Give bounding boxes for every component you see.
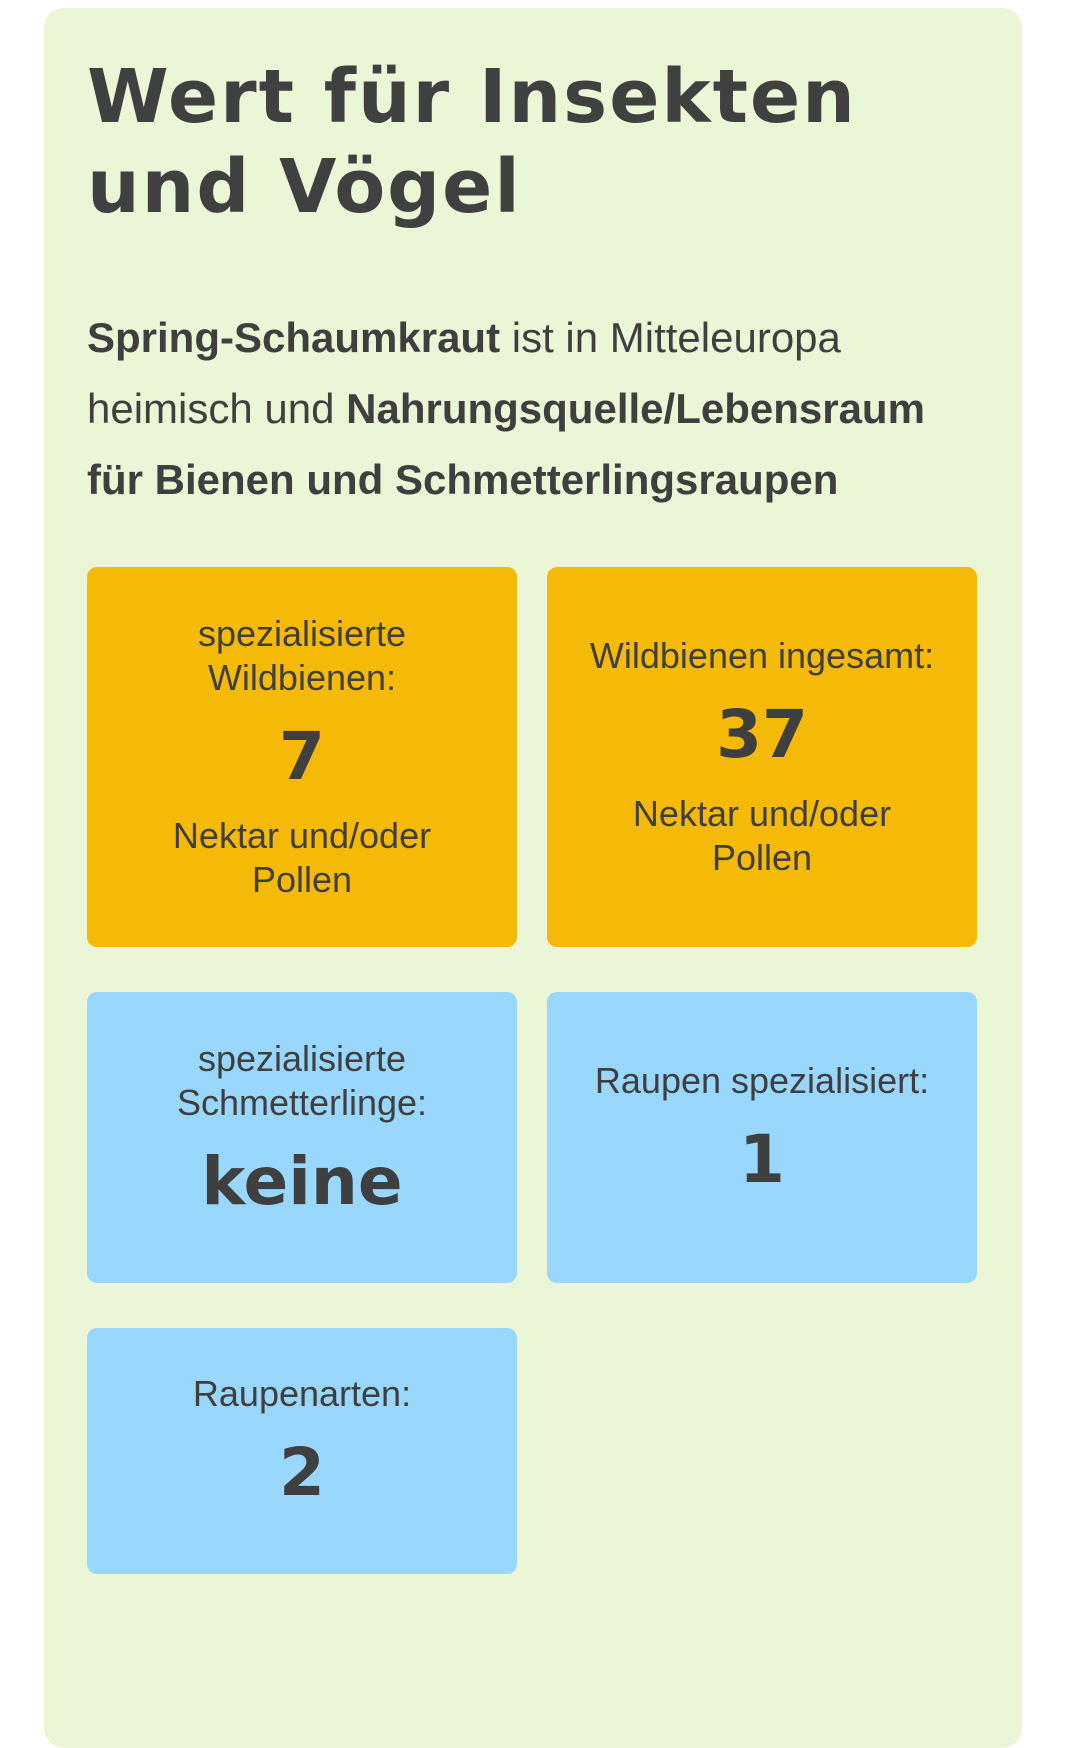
tile-label: spezialisierte Schmetterlinge:	[176, 1037, 428, 1123]
tile-note: Nektar und/oder Pollen	[172, 815, 432, 900]
intro: Spring-Schaumkraut ist in Mitteleuropa h…	[87, 302, 977, 515]
tile-label: spezialisierte Wildbienen:	[197, 613, 407, 698]
tile-value: keine	[201, 1142, 403, 1220]
stat-tile: spezialisierte Wildbienen: 7 Nektar und/od…	[87, 567, 517, 947]
intro-bold: Nahrungsquelle/Lebensraum für Bienen und…	[87, 385, 925, 503]
tile-value: 37	[716, 696, 808, 773]
tile-label: Wildbienen ingesamt:	[589, 635, 935, 676]
stat-tile: spezialisierte Schmetterlinge: keine	[87, 992, 517, 1283]
intro-text: ist in Mitteleuropa heimisch und	[87, 314, 841, 432]
tile-grid: spezialisierte Wildbienen: 7 Nektar und/od…	[87, 567, 978, 1574]
info-card: Wert für Insekten und Vögel Spring-Schau…	[44, 8, 1022, 1748]
stat-tile: Raupenarten: 2	[87, 1328, 517, 1574]
tile-note: Nektar und/oder Pollen	[632, 793, 892, 878]
tile-value: 2	[279, 1434, 325, 1511]
stat-tile: Raupen spezialisiert: 1	[547, 992, 977, 1283]
intro-bold: Spring-Schaumkraut	[87, 314, 501, 361]
tile-value: 1	[739, 1120, 785, 1198]
title: Wert für Insekten und Vögel	[87, 54, 857, 230]
stat-tile: Wildbienen ingesamt: 37 Nektar und/oder Po…	[547, 567, 977, 947]
tile-label: Raupenarten:	[192, 1373, 412, 1414]
tile-value: 7	[279, 718, 325, 795]
tile-label: Raupen spezialisiert:	[594, 1059, 930, 1101]
